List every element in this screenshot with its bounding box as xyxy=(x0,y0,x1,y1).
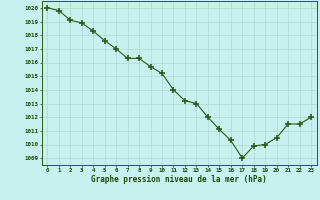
X-axis label: Graphe pression niveau de la mer (hPa): Graphe pression niveau de la mer (hPa) xyxy=(91,175,267,184)
